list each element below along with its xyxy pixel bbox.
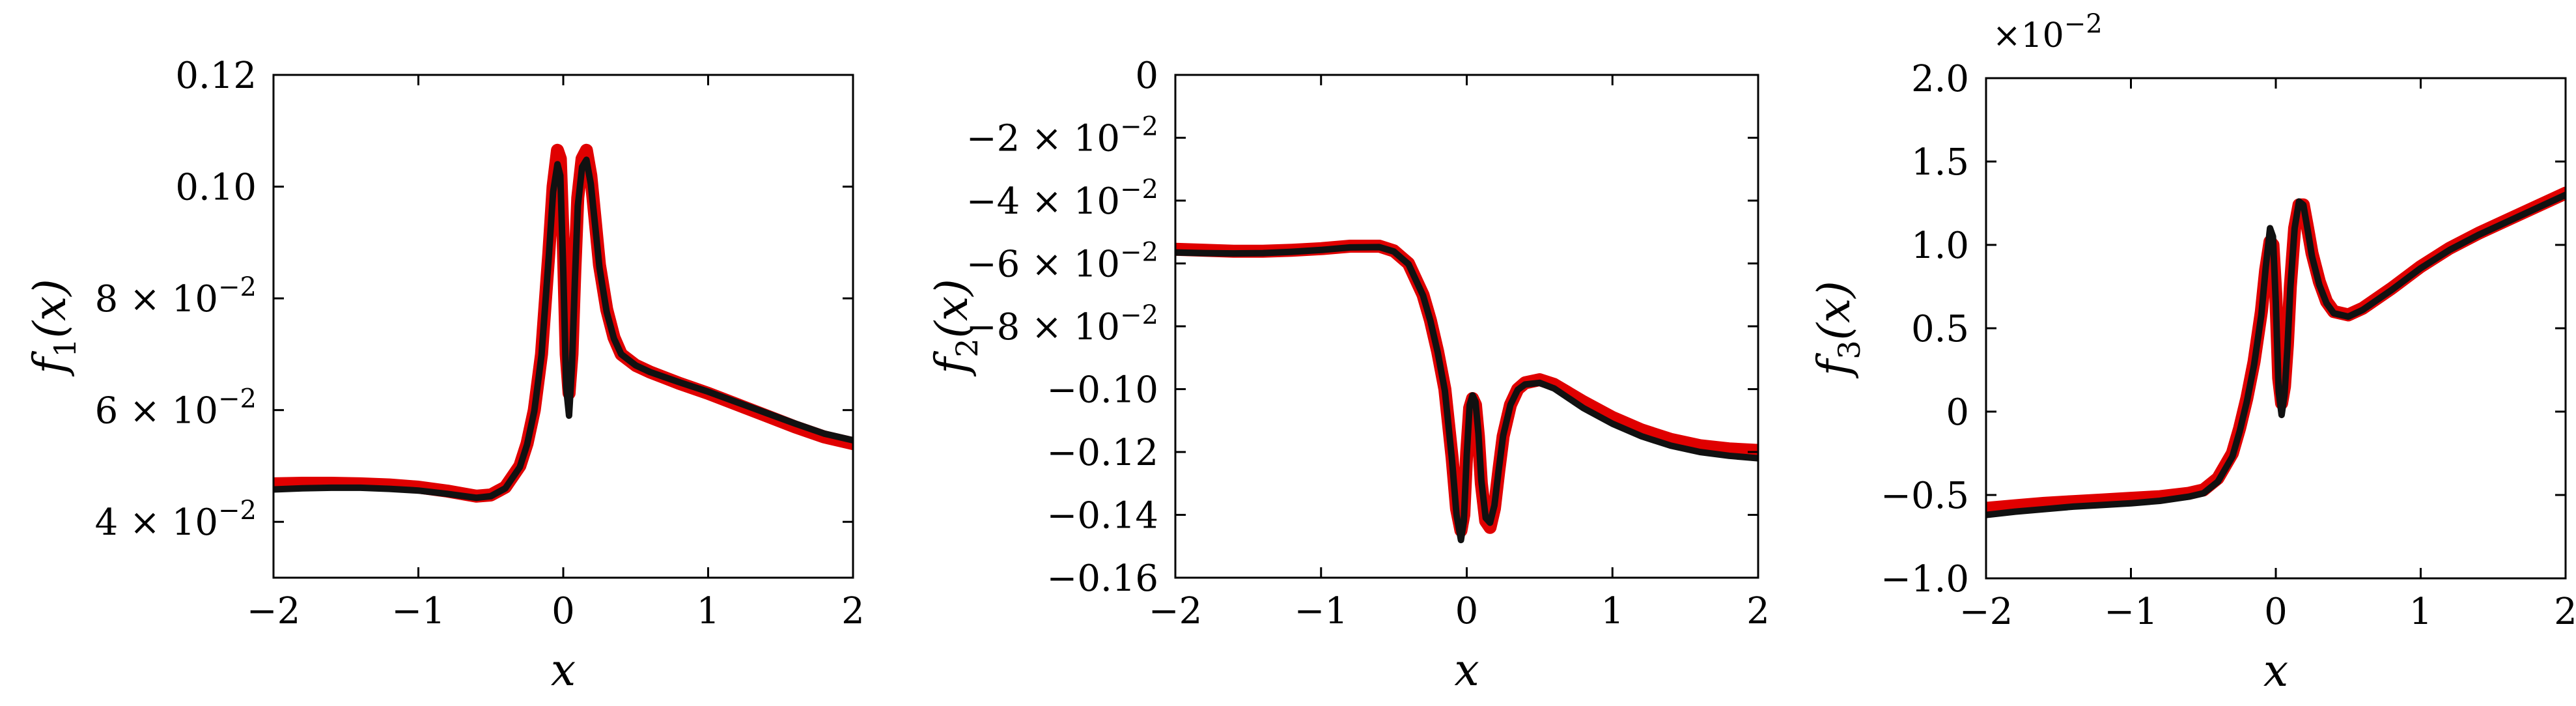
x-tick-label: 0 bbox=[2264, 591, 2288, 633]
y-tick-label: −0.14 bbox=[1046, 495, 1158, 537]
y-tick-label: −6 × 10−2 bbox=[966, 238, 1158, 286]
y-tick-label: −0.12 bbox=[1046, 432, 1158, 474]
y-tick-label: 1.0 bbox=[1911, 225, 1969, 267]
x-tick-label: 0 bbox=[552, 590, 575, 632]
x-tick-label: −1 bbox=[1294, 590, 1348, 632]
y-tick-label: −1.0 bbox=[1881, 558, 1969, 600]
x-tick-label: 1 bbox=[2409, 591, 2433, 633]
x-tick-label: −2 bbox=[1959, 591, 2013, 633]
y-tick-label: 2.0 bbox=[1911, 58, 1969, 100]
x-tick-label: −1 bbox=[391, 590, 445, 632]
y-tick-label: 0 bbox=[1946, 391, 1969, 434]
black-series-line bbox=[1175, 244, 1758, 544]
x-tick-label: 2 bbox=[2554, 591, 2576, 633]
chart-panel-3: −2 −1 0 1 2 −1.0 −0.5 0 0.5 1.0 1.5 2.0 x f3(x) ×10−2 bbox=[1809, 9, 2576, 697]
x-axis-label: x bbox=[1454, 645, 1479, 696]
x-tick-label: 2 bbox=[841, 590, 865, 632]
y-axis-label: f3(x) bbox=[1809, 281, 1867, 379]
x-axis-label: x bbox=[2263, 645, 2288, 697]
y-tick-label: −0.10 bbox=[1046, 369, 1158, 412]
y-tick-label: 0.12 bbox=[175, 55, 257, 97]
black-series-line bbox=[1986, 191, 2566, 518]
y-tick-label: −0.16 bbox=[1046, 558, 1158, 600]
x-tick-label: −1 bbox=[2104, 591, 2158, 633]
y-tick-label: 0.10 bbox=[175, 167, 257, 209]
y-tick-label: −4 × 10−2 bbox=[966, 175, 1158, 223]
x-tick-label: −2 bbox=[247, 590, 301, 632]
x-tick-label: 1 bbox=[697, 590, 720, 632]
y-tick-label: 0 bbox=[1135, 55, 1158, 97]
y-tick-label: 4 × 10−2 bbox=[95, 496, 257, 544]
x-tick-label: 2 bbox=[1746, 590, 1770, 632]
y-tick-label: −0.5 bbox=[1881, 475, 1969, 517]
y-tick-label: 6 × 10−2 bbox=[95, 384, 257, 432]
y-tick-label: −2 × 10−2 bbox=[966, 112, 1158, 160]
y-tick-label: 0.5 bbox=[1911, 308, 1969, 350]
x-axis-label: x bbox=[551, 645, 576, 696]
y-tick-label: −8 × 10−2 bbox=[966, 300, 1158, 348]
y-axis-label: f1(x) bbox=[25, 279, 83, 377]
y-tick-label: 1.5 bbox=[1911, 141, 1969, 184]
x-tick-label: −2 bbox=[1149, 590, 1203, 632]
x-tick-label: 0 bbox=[1455, 590, 1479, 632]
chart-panel-2: −2 −1 0 1 2 −0.16 −0.14 −0.12 −0.10 −8 × 10−2 −6 ×… bbox=[927, 55, 1770, 696]
chart-panel-1: −2 −1 0 1 2 4 × 10−2 6 × 10−2 8 × 10−2 0.10 0.12 x… bbox=[25, 55, 865, 696]
black-series-line bbox=[273, 156, 853, 501]
axis-exponent-label: ×10−2 bbox=[1993, 9, 2103, 55]
y-tick-label: 8 × 10−2 bbox=[95, 272, 257, 320]
y-axis-label: f2(x) bbox=[927, 279, 985, 377]
x-tick-label: 1 bbox=[1601, 590, 1624, 632]
